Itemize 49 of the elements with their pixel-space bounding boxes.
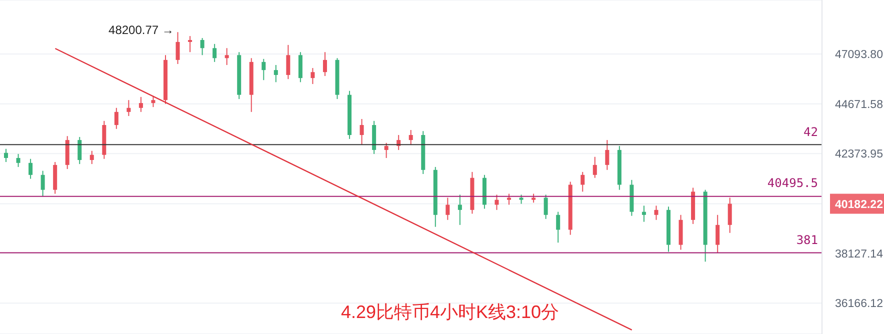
candlestick bbox=[556, 211, 560, 244]
candlestick bbox=[298, 52, 302, 83]
candlestick bbox=[494, 194, 499, 210]
candlestick bbox=[16, 153, 20, 168]
candlestick bbox=[138, 96, 143, 112]
candlestick bbox=[114, 107, 118, 130]
candlestick bbox=[384, 142, 388, 158]
y-tick-label: 42373.95 bbox=[835, 148, 883, 161]
annotation: 42 bbox=[804, 124, 818, 139]
candlestick bbox=[274, 64, 278, 83]
candlestick bbox=[728, 197, 732, 234]
candlestick bbox=[4, 148, 8, 163]
candlestick bbox=[360, 118, 364, 146]
candlestick bbox=[310, 68, 315, 85]
candlestick bbox=[151, 95, 156, 108]
candlestick bbox=[519, 194, 524, 204]
candlestick bbox=[642, 205, 646, 222]
candlestick bbox=[605, 140, 610, 170]
candlestick bbox=[188, 36, 192, 53]
annotation: 4.29比特币4小时K线3:10分 bbox=[340, 302, 560, 322]
y-tick-label: 36166.12 bbox=[835, 298, 883, 310]
candlestick bbox=[408, 129, 413, 146]
candlestick bbox=[716, 214, 720, 254]
candlestick bbox=[126, 100, 131, 116]
candlestick bbox=[507, 193, 512, 206]
annotation: 40495.5 bbox=[767, 176, 818, 190]
y-tick-label: 38127.14 bbox=[835, 248, 884, 260]
y-tick-label: 44671.58 bbox=[835, 98, 883, 111]
candlestick bbox=[28, 158, 33, 180]
candlestick bbox=[322, 52, 327, 76]
annotation: 48200.77 → bbox=[108, 23, 174, 38]
candlestick bbox=[90, 150, 94, 165]
annotation: 381 bbox=[796, 232, 818, 247]
candlestick bbox=[592, 156, 597, 178]
candlestick bbox=[458, 194, 462, 226]
candlestick bbox=[224, 48, 229, 66]
candlestick bbox=[200, 38, 204, 56]
y-tick-label: 40182.22 bbox=[835, 198, 883, 211]
candlestick bbox=[446, 197, 450, 220]
candlestick bbox=[286, 44, 290, 80]
candlestick bbox=[654, 205, 658, 220]
candlestick bbox=[262, 58, 266, 81]
candlestick bbox=[40, 170, 45, 198]
candlestick bbox=[212, 43, 217, 62]
candlestick bbox=[78, 136, 82, 165]
candlestick bbox=[176, 32, 180, 64]
candlestick bbox=[580, 171, 585, 192]
candlestick bbox=[544, 194, 548, 220]
y-tick-label: 47093.80 bbox=[835, 49, 883, 62]
